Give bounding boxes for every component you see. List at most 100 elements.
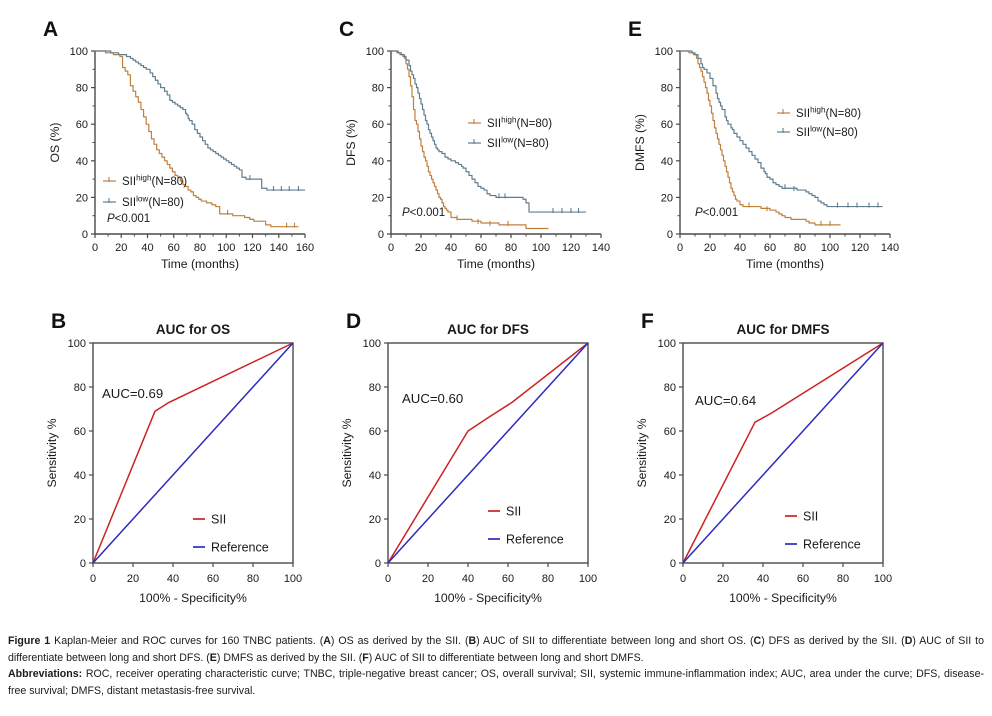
series-SII-high [680, 50, 841, 226]
auc-annotation: AUC=0.69 [102, 386, 163, 401]
auc-annotation: AUC=0.64 [695, 393, 756, 408]
x-tick-label: 40 [462, 573, 474, 585]
y-axis-label: DMFS (%) [633, 114, 647, 171]
chart-title: AUC for OS [156, 322, 230, 337]
y-tick-label: 60 [369, 426, 381, 438]
y-tick-label: 100 [68, 338, 86, 350]
y-tick-label: 0 [670, 558, 676, 570]
y-tick-label: 100 [658, 338, 676, 350]
y-tick-label: 40 [76, 156, 88, 168]
y-tick-label: 60 [661, 119, 673, 131]
x-tick-label: 80 [194, 242, 206, 254]
y-tick-label: 20 [372, 192, 384, 204]
x-tick-label: 60 [764, 242, 776, 254]
legend-label: SIIhigh(N=80) [487, 116, 552, 131]
y-tick-label: 100 [363, 338, 381, 350]
y-tick-label: 0 [82, 229, 88, 241]
x-tick-label: 100 [821, 242, 839, 254]
legend-label: Reference [211, 541, 269, 555]
y-tick-label: 60 [664, 426, 676, 438]
panel-f: F AUC for DMFS 0 20 40 60 80 100 0 20 40 60 80 100 10… [628, 302, 933, 617]
x-tick-label: 0 [385, 573, 391, 585]
y-tick-label: 80 [74, 382, 86, 394]
y-tick-label: 80 [664, 382, 676, 394]
y-tick-label: 0 [80, 558, 86, 570]
figure-caption: Figure 1 Kaplan-Meier and ROC curves for… [8, 633, 984, 699]
y-tick-label: 40 [369, 470, 381, 482]
series-SII [92, 342, 294, 564]
y-axis-label: Sensitivity % [635, 418, 649, 487]
roc-chart-dmfs: AUC for DMFS 0 20 40 60 80 100 0 20 40 60 80 100 100%… [635, 322, 892, 605]
x-tick-label: 60 [475, 242, 487, 254]
y-tick-label: 20 [664, 514, 676, 526]
y-tick-label: 80 [661, 83, 673, 95]
y-tick-label: 0 [667, 229, 673, 241]
x-axis-label: Time (months) [746, 257, 824, 271]
p-value: P<0.001 [695, 207, 738, 219]
y-tick-label: 20 [661, 192, 673, 204]
y-tick-label: 40 [74, 470, 86, 482]
y-tick-label: 80 [372, 83, 384, 95]
x-tick-label: 100 [532, 242, 550, 254]
x-tick-label: 20 [115, 242, 127, 254]
x-tick-label: 60 [168, 242, 180, 254]
legend-label: Reference [803, 538, 861, 552]
x-tick-label: 40 [141, 242, 153, 254]
x-tick-label: 80 [542, 573, 554, 585]
roc-chart-os: AUC for OS 0 20 40 60 80 100 0 20 40 60 80 100 100% -… [45, 322, 302, 605]
panel-d: D AUC for DFS 0 20 40 60 80 100 0 20 40 60 80 100 100… [333, 302, 638, 617]
series-Reference [387, 342, 589, 564]
panel-a: A 0 20 40 60 80 100 120 140 160 0 20 40 60 80 100 Time … [25, 8, 330, 280]
x-axis-label: Time (months) [161, 257, 239, 271]
x-tick-label: 0 [90, 573, 96, 585]
series-SII-low [391, 50, 586, 213]
x-tick-label: 80 [794, 242, 806, 254]
y-tick-label: 20 [76, 192, 88, 204]
p-value: P<0.001 [107, 213, 150, 225]
y-tick-label: 40 [664, 470, 676, 482]
y-tick-label: 0 [375, 558, 381, 570]
y-tick-label: 60 [372, 119, 384, 131]
panel-e: E 0 20 40 60 80 100 120 140 0 20 40 60 80 100 Time (mo… [610, 8, 915, 280]
y-tick-label: 40 [372, 156, 384, 168]
y-tick-label: 0 [378, 229, 384, 241]
x-tick-label: 40 [734, 242, 746, 254]
y-axis-label: DFS (%) [344, 119, 358, 166]
x-tick-label: 0 [388, 242, 394, 254]
plot-frame [682, 342, 884, 564]
x-tick-label: 0 [92, 242, 98, 254]
legend-label: SIIlow(N=80) [796, 125, 858, 140]
x-tick-label: 0 [680, 573, 686, 585]
series-SII [387, 342, 589, 564]
x-tick-label: 0 [677, 242, 683, 254]
y-tick-label: 60 [74, 426, 86, 438]
y-tick-label: 20 [369, 514, 381, 526]
x-tick-label: 60 [797, 573, 809, 585]
panel-b: B AUC for OS 0 20 40 60 80 100 0 20 40 60 80 100 100%… [38, 302, 343, 617]
km-chart-os: 0 20 40 60 80 100 120 140 160 0 20 40 60 80 100 Time (m… [48, 46, 314, 271]
legend-label: SIIhigh(N=80) [796, 106, 861, 121]
series-SII-low [95, 50, 305, 191]
series-SII-low [680, 50, 883, 208]
x-tick-label: 100 [874, 573, 892, 585]
x-tick-label: 100 [579, 573, 597, 585]
series-Reference [682, 342, 884, 564]
panel-letter-d: D [346, 310, 362, 333]
x-tick-label: 80 [247, 573, 259, 585]
x-tick-label: 120 [243, 242, 261, 254]
x-tick-label: 120 [851, 242, 869, 254]
x-tick-label: 40 [757, 573, 769, 585]
x-tick-label: 80 [505, 242, 517, 254]
caption-abbreviations: Abbreviations: ROC, receiver operating c… [8, 668, 984, 697]
x-tick-label: 20 [422, 573, 434, 585]
x-tick-label: 60 [207, 573, 219, 585]
x-tick-label: 100 [217, 242, 235, 254]
x-axis-label: 100% - Specificity% [139, 591, 247, 605]
auc-annotation: AUC=0.60 [402, 391, 463, 406]
series-SII-high [95, 50, 299, 228]
x-tick-label: 60 [502, 573, 514, 585]
series-SII [682, 342, 884, 564]
plot-frame [387, 342, 589, 564]
legend-label: SII [506, 505, 521, 519]
panel-letter-e: E [628, 18, 643, 41]
